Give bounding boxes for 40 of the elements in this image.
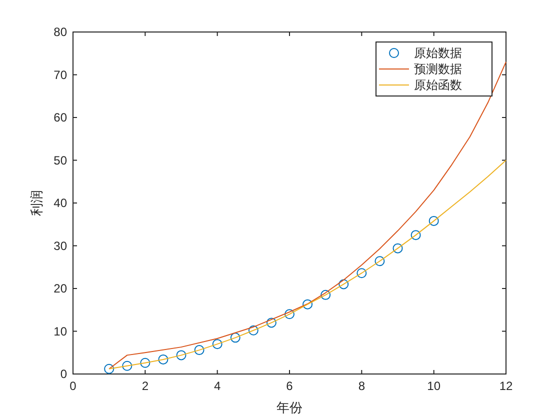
point	[410, 230, 421, 240]
point	[374, 256, 385, 266]
legend-label: 原始数据	[414, 46, 462, 60]
point	[140, 358, 150, 368]
point	[230, 332, 240, 343]
y-tick-label: 40	[54, 196, 68, 210]
x-tick-label: 12	[499, 379, 513, 393]
point	[320, 290, 331, 300]
point	[158, 354, 168, 364]
y-tick-label: 50	[54, 153, 68, 168]
x-axis-title: 年份	[276, 400, 302, 415]
point	[248, 325, 258, 336]
legend-label: 预测数据	[414, 62, 462, 76]
point	[176, 350, 186, 360]
y-tick-label: 0	[60, 367, 68, 381]
x-tick-label: 2	[142, 379, 149, 393]
point	[194, 345, 204, 356]
point	[428, 216, 439, 226]
point	[122, 360, 132, 371]
x-tick-label: 8	[358, 379, 366, 393]
x-tick-label: 4	[214, 379, 221, 393]
point	[104, 364, 114, 374]
legend-label: 原始函数	[414, 78, 462, 92]
x-tick-label: 6	[286, 379, 294, 393]
point	[392, 243, 403, 254]
y-tick-label: 30	[54, 238, 68, 253]
y-axis-title: 利润	[29, 190, 44, 216]
point	[212, 339, 222, 350]
y-tick-label: 60	[54, 110, 68, 124]
x-tick-label: 0	[70, 379, 77, 393]
point	[266, 318, 276, 328]
point	[356, 268, 367, 278]
point	[302, 299, 313, 310]
x-tick-label: 10	[427, 379, 441, 393]
y-tick-label: 70	[54, 68, 68, 82]
y-tick-label: 80	[54, 25, 68, 39]
point	[338, 279, 349, 290]
point	[284, 309, 294, 320]
y-tick-label: 20	[54, 282, 68, 296]
y-tick-label: 10	[54, 324, 68, 338]
